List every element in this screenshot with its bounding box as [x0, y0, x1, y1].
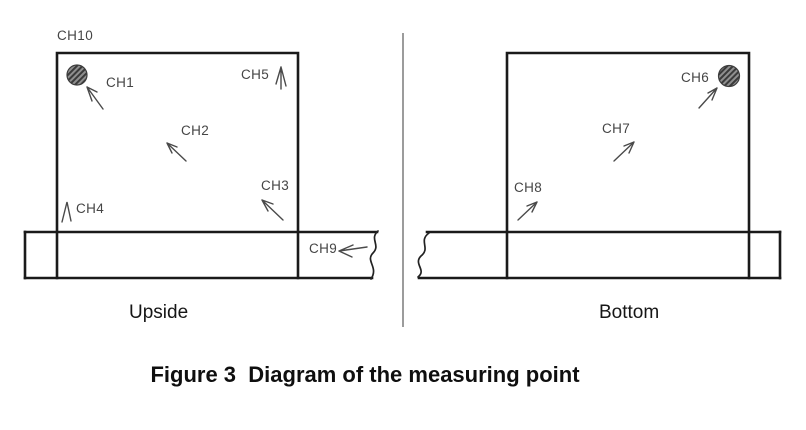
- label-ch4: CH4: [76, 201, 105, 216]
- ch10-marker: [66, 64, 88, 86]
- ch6-arrow: [698, 87, 718, 109]
- ch9-arrow: [338, 244, 368, 258]
- label-ch10: CH10: [57, 28, 94, 43]
- upside-base-strip: [23, 230, 379, 280]
- bottom-base-strip: [417, 230, 782, 280]
- label-ch8: CH8: [514, 180, 543, 195]
- label-ch1: CH1: [106, 75, 135, 90]
- label-ch3: CH3: [261, 178, 290, 193]
- ch1-arrow: [86, 86, 104, 110]
- ch5-arrow: [275, 66, 287, 90]
- bottom-plate-outline: [505, 51, 751, 280]
- label-ch5: CH5: [241, 67, 270, 82]
- label-ch6: CH6: [681, 70, 710, 85]
- label-ch7: CH7: [602, 121, 631, 136]
- break-line-left: [369, 230, 379, 280]
- break-line-right: [417, 232, 430, 278]
- figure-caption: Figure 3 Diagram of the measuring point: [150, 362, 580, 387]
- ch2-arrow: [166, 142, 187, 162]
- ch7-arrow: [613, 141, 635, 162]
- ch4-arrow: [61, 201, 72, 223]
- upside-plate-outline: [55, 51, 300, 280]
- ch3-arrow: [261, 199, 284, 221]
- label-ch2: CH2: [181, 123, 210, 138]
- ch6-marker: [717, 64, 741, 88]
- right-panel-label: Bottom: [599, 302, 660, 323]
- left-panel-label: Upside: [129, 302, 189, 323]
- ch8-arrow: [517, 201, 538, 221]
- label-ch9: CH9: [309, 241, 338, 256]
